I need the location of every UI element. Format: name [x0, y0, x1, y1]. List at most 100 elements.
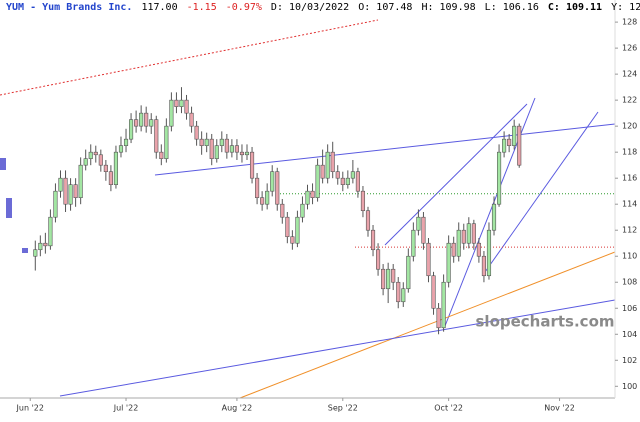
candle-body: [209, 138, 214, 159]
y-tick-label: 104: [622, 330, 637, 339]
candle-body: [290, 236, 295, 244]
candle-body: [330, 151, 335, 172]
candle-body: [244, 151, 250, 156]
candle-body: [325, 151, 330, 179]
candle-body: [421, 216, 426, 244]
candle-body: [88, 151, 93, 159]
candle-body: [456, 229, 461, 257]
candle-body: [118, 145, 124, 153]
y-tick-label: 128: [622, 18, 637, 27]
candle-body: [300, 203, 305, 218]
x-tick-label: Oct '22: [434, 404, 463, 413]
y-tick-label: 120: [622, 122, 637, 131]
candle-body: [370, 229, 376, 251]
candle-body: [239, 151, 245, 156]
candle-body: [381, 268, 386, 290]
candle-body: [466, 223, 471, 244]
trend-line: [239, 251, 616, 399]
candle-body: [144, 112, 149, 127]
x-tick-label: Sep '22: [328, 404, 358, 413]
candle-body: [43, 242, 48, 247]
y-tick-label: 100: [622, 382, 637, 391]
candle-body: [391, 268, 396, 283]
candle-body: [83, 158, 88, 166]
candle-body: [139, 112, 144, 127]
y-tick-label: 102: [622, 356, 637, 365]
candle-body: [486, 229, 492, 277]
trend-lines: [0, 19, 616, 399]
y-tick-label: 110: [622, 252, 637, 261]
candle-body: [461, 229, 466, 244]
candle-body: [229, 145, 234, 153]
trend-line: [484, 111, 599, 273]
candle-body: [416, 216, 421, 231]
candle-body: [305, 190, 310, 205]
candle-body: [517, 125, 522, 166]
candle-body: [350, 171, 355, 179]
high: H: 109.98: [421, 2, 476, 13]
candle-body: [401, 288, 406, 303]
candle-body: [194, 125, 199, 140]
x-tick-label: Aug '22: [222, 404, 253, 413]
candle-body: [224, 138, 229, 153]
y-tick-label: 118: [622, 148, 637, 157]
close: C: 109.11: [547, 2, 603, 13]
candle-body: [249, 151, 255, 179]
volume-bar: [22, 248, 28, 253]
volume-bar: [0, 158, 6, 170]
y-tick-label: 108: [622, 278, 637, 287]
candle-body: [340, 177, 345, 185]
candle-body: [219, 138, 224, 146]
candle-body: [33, 249, 38, 257]
candle-body: [260, 197, 265, 205]
candle-body: [179, 99, 184, 107]
volume-bar: [6, 198, 12, 218]
candle-body: [134, 119, 139, 127]
trend-line: [154, 123, 616, 176]
candle-body: [446, 242, 451, 283]
year: Y: 123.84: [611, 2, 640, 13]
candle-body: [280, 203, 285, 218]
candle-body: [93, 151, 98, 156]
candle-body: [270, 171, 275, 192]
candle-body: [310, 190, 315, 198]
candle-body: [214, 145, 219, 159]
low: L: 106.16: [484, 2, 539, 13]
candle-body: [199, 138, 204, 146]
candle-body: [103, 164, 108, 172]
candle-body: [411, 229, 416, 257]
candle-body: [360, 190, 366, 212]
candle-body: [159, 151, 164, 159]
candle-body: [476, 242, 481, 257]
candle-body: [53, 190, 58, 218]
candle-body: [174, 99, 179, 107]
candle-body: [365, 210, 371, 231]
candle-body: [255, 177, 260, 198]
candle-body: [355, 171, 360, 192]
candle-body: [285, 216, 290, 238]
symbol: YUM - Yum Brands Inc.: [6, 2, 133, 13]
candle-body: [164, 125, 169, 159]
candle-body: [68, 184, 73, 205]
candle-body: [386, 268, 391, 290]
trend-line: [384, 103, 528, 246]
watermark: slopecharts.com: [476, 313, 615, 331]
candle-body: [502, 138, 507, 153]
candle-body: [451, 242, 456, 257]
y-tick-label: 114: [622, 200, 637, 209]
candle-body: [320, 164, 325, 179]
candle-body: [315, 164, 320, 198]
candle-body: [169, 99, 174, 127]
candle-body: [481, 255, 486, 277]
header: YUM - Yum Brands Inc. 117.00 -1.15 -0.97…: [6, 2, 640, 13]
candle-body: [149, 119, 154, 127]
candle-body: [113, 151, 119, 185]
candle-body: [436, 307, 441, 329]
candle-body: [441, 281, 446, 329]
candle-body: [295, 216, 300, 244]
candle-body: [234, 145, 239, 153]
x-tick-label: Jul '22: [113, 404, 139, 413]
candle-body: [345, 177, 350, 185]
trend-line: [59, 299, 616, 397]
